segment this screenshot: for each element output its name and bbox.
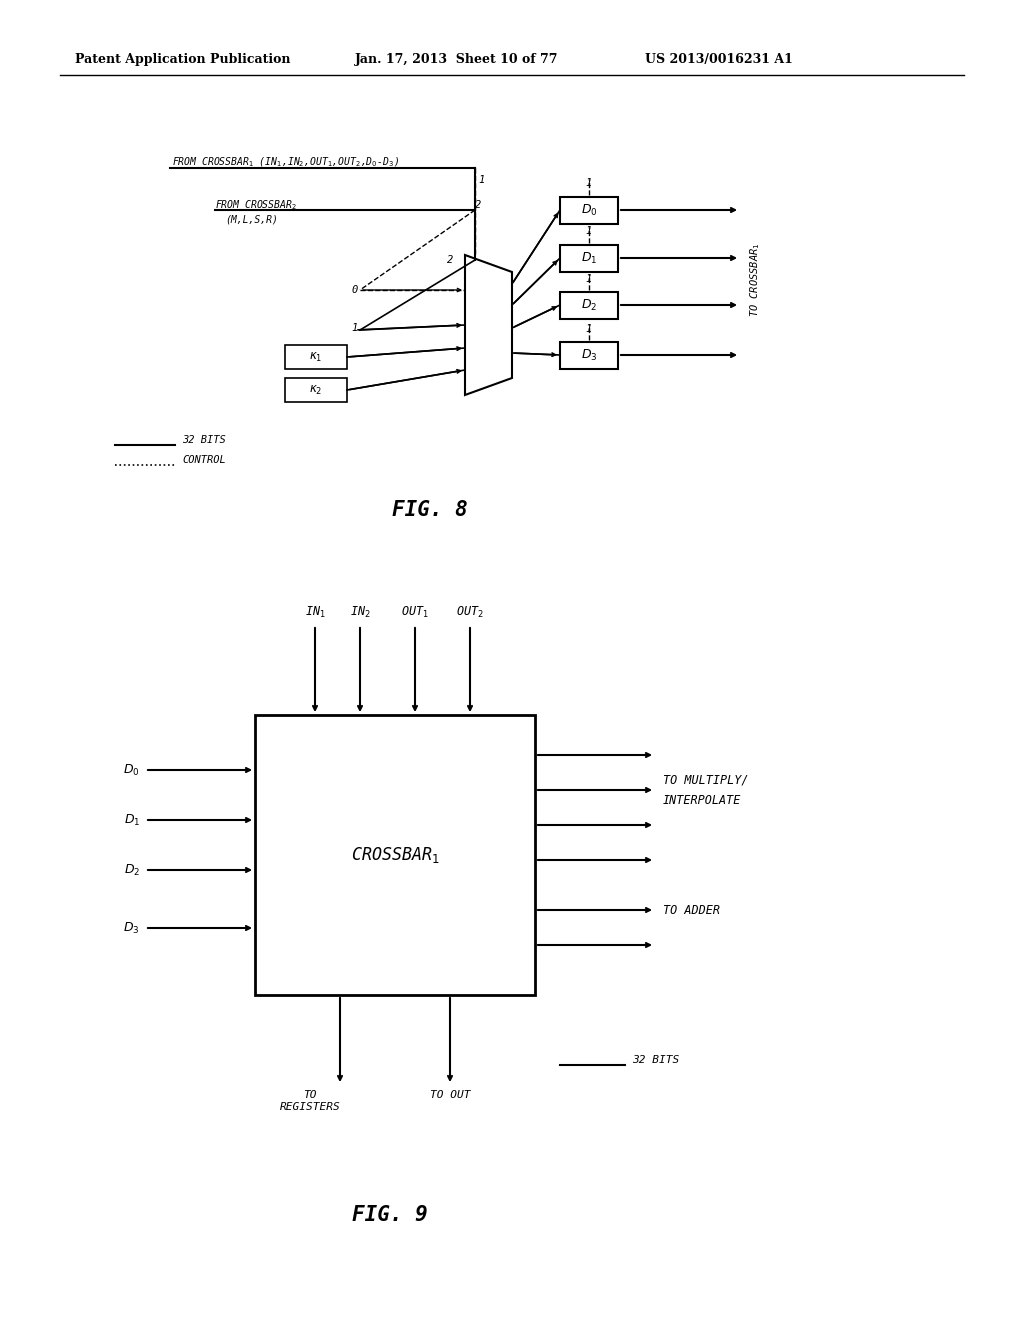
Bar (560, 197, 618, 223)
Text: 0: 0 (352, 285, 358, 294)
Text: $D_2$: $D_2$ (581, 297, 597, 313)
Text: FROM CROSSBAR$_1$ (IN$_1$,IN$_2$,OUT$_1$,OUT$_2$,D$_0$-D$_3$): FROM CROSSBAR$_1$ (IN$_1$,IN$_2$,OUT$_1$… (172, 154, 399, 169)
Text: $D_1$: $D_1$ (124, 812, 140, 828)
Text: FIG. 8: FIG. 8 (392, 500, 468, 520)
Text: 2: 2 (446, 255, 453, 265)
Text: $D_0$: $D_0$ (581, 202, 597, 218)
Text: 1: 1 (586, 323, 592, 334)
Text: OUT$_2$: OUT$_2$ (456, 605, 484, 620)
Text: $\kappa_1$: $\kappa_1$ (309, 350, 323, 363)
Text: (M,L,S,R): (M,L,S,R) (225, 215, 278, 224)
Text: IN$_1$: IN$_1$ (304, 605, 326, 620)
Text: 1: 1 (586, 227, 592, 236)
Bar (560, 292, 618, 318)
Bar (255, 715, 535, 995)
Text: IN$_2$: IN$_2$ (349, 605, 371, 620)
Bar (285, 345, 347, 370)
Text: $D_3$: $D_3$ (124, 920, 140, 936)
Text: TO CROSSBAR$_1$: TO CROSSBAR$_1$ (749, 243, 762, 317)
Text: TO
REGISTERS: TO REGISTERS (280, 1090, 340, 1111)
Text: OUT$_1$: OUT$_1$ (401, 605, 429, 620)
Bar (560, 244, 618, 272)
Text: 1: 1 (478, 176, 484, 185)
Text: FIG. 9: FIG. 9 (352, 1205, 428, 1225)
Text: Jan. 17, 2013  Sheet 10 of 77: Jan. 17, 2013 Sheet 10 of 77 (355, 54, 558, 66)
Bar (560, 342, 618, 368)
Text: 32 BITS: 32 BITS (182, 436, 225, 445)
Text: 2: 2 (475, 201, 481, 210)
Text: US 2013/0016231 A1: US 2013/0016231 A1 (645, 54, 793, 66)
Text: CONTROL: CONTROL (182, 455, 225, 465)
Text: TO OUT: TO OUT (430, 1090, 470, 1100)
Text: $D_0$: $D_0$ (123, 763, 140, 777)
Text: 1: 1 (586, 273, 592, 284)
Text: CROSSBAR$_1$: CROSSBAR$_1$ (350, 845, 439, 865)
Text: $D_3$: $D_3$ (581, 347, 597, 363)
Text: INTERPOLATE: INTERPOLATE (663, 793, 741, 807)
Text: TO ADDER: TO ADDER (663, 903, 720, 916)
Text: Patent Application Publication: Patent Application Publication (75, 54, 291, 66)
Text: 1: 1 (352, 323, 358, 333)
Text: 1: 1 (586, 178, 592, 189)
Text: 32 BITS: 32 BITS (632, 1055, 679, 1065)
Bar (285, 378, 347, 403)
Text: $D_1$: $D_1$ (581, 251, 597, 265)
Text: $D_2$: $D_2$ (124, 862, 140, 878)
Text: FROM CROSSBAR$_2$: FROM CROSSBAR$_2$ (215, 198, 297, 211)
Text: $\kappa_2$: $\kappa_2$ (309, 383, 323, 396)
Text: TO MULTIPLY/: TO MULTIPLY/ (663, 774, 749, 787)
